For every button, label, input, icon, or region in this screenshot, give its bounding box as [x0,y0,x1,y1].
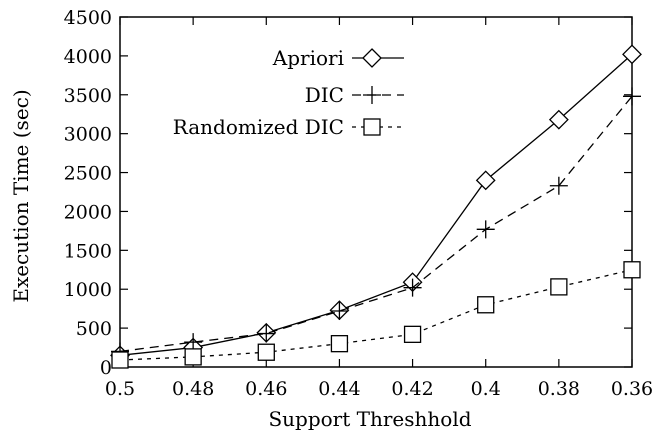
y-tick-label: 4000 [64,46,112,68]
x-tick-label: 0.38 [538,378,580,400]
plot-area [119,16,633,368]
x-tick-label: 0.5 [105,378,135,400]
y-tick-label: 3500 [64,85,112,107]
data-point-randomized-dic [184,348,202,366]
data-point-dic [330,302,349,320]
x-tick-label: 0.44 [318,378,360,400]
x-tick-label: 0.36 [611,378,653,400]
data-point-dic [549,176,568,195]
data-point-randomized-dic [257,343,275,361]
x-tick-label: 0.48 [172,378,214,400]
x-tick-label: 0.46 [245,378,287,400]
legend-item-randomized-dic: Randomized DIC [173,115,404,139]
legend-label: Apriori [272,46,344,70]
data-point-randomized-dic [403,325,422,343]
legend-item-dic: DIC [305,83,404,107]
series-layer [110,44,642,369]
y-tick-label: 3000 [64,124,112,146]
x-tick-label: 0.42 [391,378,433,400]
series-randomized-dic [111,261,641,369]
axis-ticks [119,16,633,368]
y-tick-label: 500 [76,318,112,340]
y-tick-label: 2000 [64,201,112,223]
tick-labels: 0 500 1000 1500 2000 2500 3000 3500 4000 4500 0.5 0… [64,7,654,400]
legend: Apriori DIC Randomized DIC [173,46,404,139]
data-point-dic [257,324,276,343]
legend-marker [362,48,382,68]
data-point-dic [476,220,495,239]
data-point-dic [184,333,203,352]
plot-frame [119,16,633,368]
y-tick-label: 0 [100,357,112,379]
legend-marker [363,86,381,104]
legend-label: DIC [305,83,344,107]
legend-item-apriori: Apriori [272,46,404,70]
data-point-randomized-dic [330,335,349,353]
data-point-randomized-dic [623,261,641,279]
data-point-apriori [548,109,569,130]
data-point-randomized-dic [550,278,568,296]
y-tick-label: 1000 [64,279,112,301]
series-line-randomized-dic [119,269,633,361]
legend-marker [363,118,381,136]
y-tick-label: 2500 [64,163,112,185]
series-line-dic [119,95,633,353]
series-line-apriori [119,53,633,356]
series-apriori [110,44,642,366]
y-tick-label: 4500 [64,7,112,29]
data-point-randomized-dic [111,351,129,369]
y-axis-title: Execution Time (sec) [9,89,33,302]
data-point-randomized-dic [477,296,495,314]
data-point-dic [623,87,641,106]
x-axis-title: Support Threshhold [268,407,471,431]
data-point-dic [403,278,422,297]
data-point-apriori [475,170,496,191]
legend-label: Randomized DIC [173,115,344,139]
data-point-apriori [622,44,642,65]
y-tick-label: 1500 [64,240,112,262]
x-tick-label: 0.4 [471,378,501,400]
